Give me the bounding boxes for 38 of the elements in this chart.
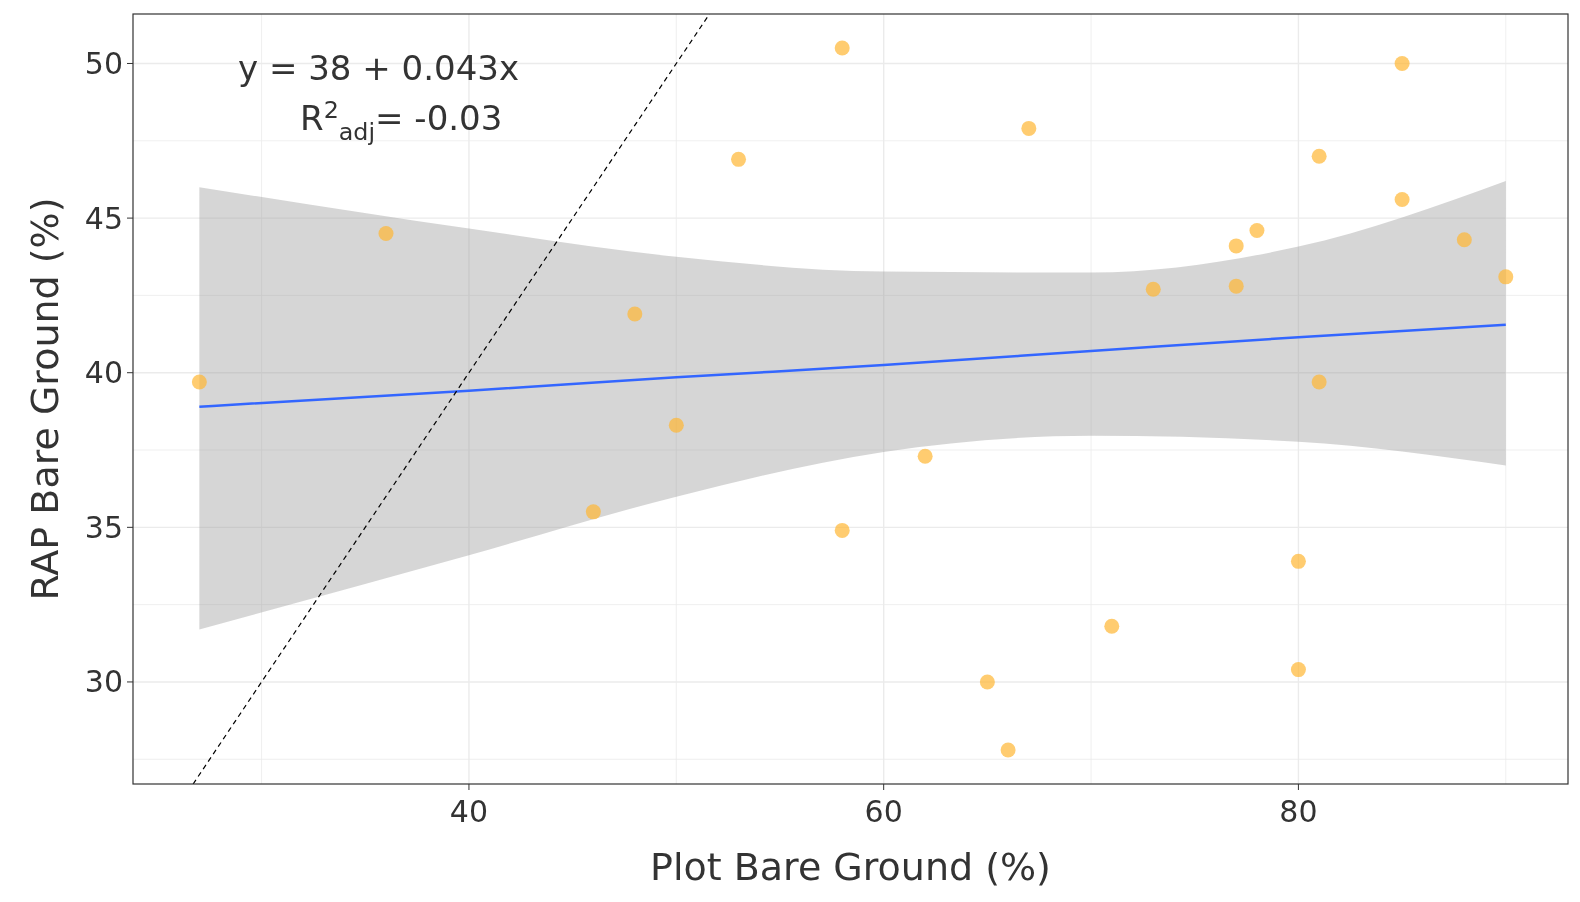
point xyxy=(1394,192,1410,208)
y-tick-label: 40 xyxy=(84,355,123,391)
point xyxy=(585,504,601,520)
point xyxy=(1290,662,1306,678)
point xyxy=(1290,553,1306,569)
y-tick-label: 50 xyxy=(84,45,123,81)
y-tick-label: 45 xyxy=(84,200,123,236)
point xyxy=(1104,618,1120,634)
point xyxy=(731,151,747,167)
point xyxy=(1021,120,1037,136)
y-tick-label: 35 xyxy=(84,509,123,545)
line-series xyxy=(198,323,1508,408)
point xyxy=(1228,238,1244,254)
point xyxy=(1000,742,1016,758)
point xyxy=(1311,374,1327,390)
point xyxy=(1311,148,1327,164)
point xyxy=(979,674,995,690)
point xyxy=(627,306,643,322)
point xyxy=(668,417,684,433)
point xyxy=(191,374,207,390)
x-axis-title: Plot Bare Ground (%) xyxy=(650,845,1051,889)
y-tick-label: 30 xyxy=(84,664,123,700)
point xyxy=(834,40,850,56)
point xyxy=(1394,55,1410,71)
point xyxy=(1228,278,1244,294)
point xyxy=(378,226,394,242)
annotation: R$^{2}$$_{adj}$= -0.03 xyxy=(300,96,503,146)
x-tick-label: 80 xyxy=(1279,794,1318,829)
point xyxy=(1498,269,1514,285)
x-tick-label: 40 xyxy=(449,794,489,829)
x-tick-label: 60 xyxy=(864,794,903,829)
annotation: y = 38 + 0.043x xyxy=(238,48,520,88)
point xyxy=(917,448,933,464)
point xyxy=(834,522,850,538)
y-axis-title: RAP Bare Ground (%) xyxy=(23,197,67,601)
point xyxy=(1145,281,1161,297)
point xyxy=(1249,222,1265,238)
point xyxy=(1456,232,1472,248)
